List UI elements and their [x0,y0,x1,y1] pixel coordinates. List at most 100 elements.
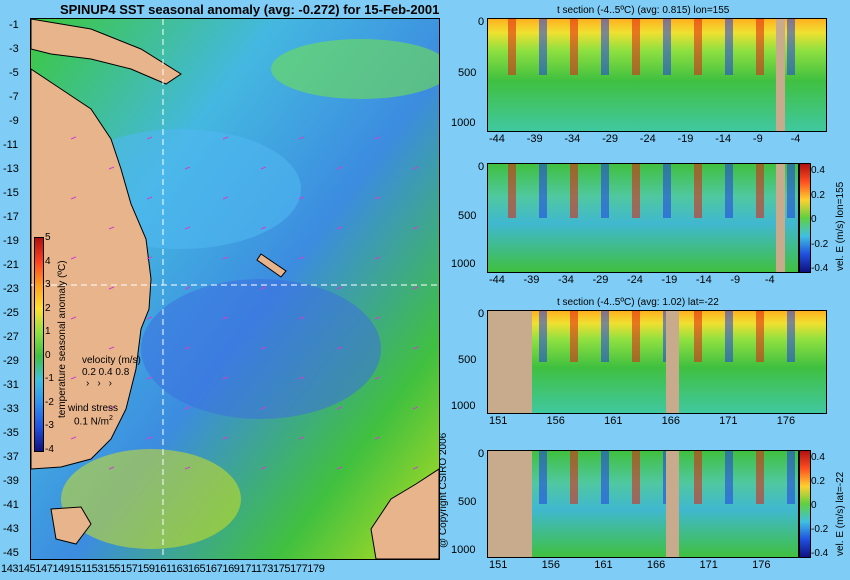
panel-colorbar-tick: 0.4 [811,452,825,463]
velocity-arrow [222,136,229,140]
panel-x-tick: 171 [699,559,718,571]
section-land-mask [488,311,532,413]
panel-x-tick: 151 [489,559,508,571]
velocity-arrow [222,436,229,440]
lat-tick-label: -19 [3,235,19,247]
lat-tick-label: -29 [3,355,19,367]
section-land-mask [666,451,679,557]
velocity-arrow [298,136,305,140]
panel-x-tick: -24 [626,274,643,286]
lat-tick-label: -43 [3,523,19,535]
panel-colorbar-tick: -0.2 [811,524,829,536]
section-land-mask [776,19,785,131]
section-feature [725,311,733,362]
section-feature [756,311,764,362]
section-panel-t-section-lon [487,18,827,132]
panel-x-tick: -19 [661,274,678,286]
velocity-arrow [222,256,229,260]
section-feature [570,451,578,504]
lat-tick-label: -33 [3,403,19,415]
velocity-arrow [298,256,305,260]
map-colorbar-tick: 2 [45,302,51,314]
velocity-arrow [222,196,229,200]
section-feature [570,311,578,362]
velocity-arrow [146,376,153,380]
panel-y-tick: 500 [458,353,477,366]
lat-tick-label: -7 [9,91,19,103]
velocity-arrow [336,226,343,230]
panel-x-tick: 161 [604,415,623,427]
map-colorbar-tick: 4 [45,255,51,267]
velocity-arrow [70,196,77,200]
section-feature [632,164,640,218]
panel-x-tick: -9 [730,274,741,286]
panel-x-tick: 171 [719,415,738,427]
section-feature [694,311,702,362]
velocity-arrow [298,436,305,440]
warm-region [271,39,439,99]
section-feature [663,19,671,75]
velocity-arrow [260,406,267,410]
velocity-arrow [184,286,191,290]
lat-tick-label: -17 [3,211,19,223]
warm-region [61,449,241,549]
panel-y-tick: 0 [478,161,485,173]
velocity-arrow [260,466,267,470]
panel-x-tick: -34 [564,133,581,145]
velocity-arrow [336,346,343,350]
lat-tick-label: -3 [9,43,19,55]
lat-tick-label: -31 [3,379,19,391]
panel-colorbar [799,163,811,273]
velocity-arrow [146,316,153,320]
panel-x-tick: -44 [489,274,505,286]
tasmania-landmass [50,506,92,545]
lat-tick-label: -5 [9,67,19,79]
copyright-text: @ Copyright CSIRO 2006 [438,432,449,548]
panel-y-tick: 500 [458,209,477,222]
velocity-arrow [70,316,77,320]
velocity-arrow [412,406,419,410]
velocity-arrow [336,406,343,410]
panel-x-tick: -4 [764,274,775,286]
lat-tick-label: -13 [3,163,19,175]
panel-colorbar-label: vel. E (m/s) lat=-22 [835,471,846,556]
panel-y-tick: 1000 [451,399,476,412]
section-feature [756,164,764,218]
lat-tick-label: -35 [3,427,19,439]
panel-colorbar-tick: 0.2 [811,189,825,201]
section-land-mask [666,311,679,413]
lat-tick-label: -9 [9,115,19,127]
map-colorbar-tick: 5 [45,232,51,243]
panel-y-tick: 1000 [451,117,476,130]
section-feature [508,164,516,218]
velocity-arrow [374,256,381,260]
section-feature [694,19,702,75]
velocity-vectors [70,136,419,470]
section-panel-vel-e-lon [487,163,799,273]
panel-y-tick: 1000 [451,543,476,556]
map-colorbar-tick: 3 [45,279,51,290]
panel-x-tick: -19 [677,133,694,145]
lat-tick-label: -1 [9,19,19,31]
australia-landmass [31,68,152,470]
section-feature [601,451,609,504]
section-feature [725,451,733,504]
velocity-arrow [260,346,267,350]
lat-tick-label: -41 [3,499,19,511]
velocity-arrow [412,166,419,170]
map-colorbar-tick: -4 [45,443,54,455]
panel-x-tick: 151 [489,415,508,427]
velocity-legend-arrows-icon: ››› [86,378,120,389]
velocity-arrow [374,316,381,320]
section-feature [539,19,547,75]
panel-y-tick: 0 [478,448,485,460]
velocity-arrow [260,166,267,170]
section-feature [601,164,609,218]
section-land-mask [488,451,532,557]
velocity-arrow [412,466,419,470]
chart-title: SPINUP4 SST seasonal anomaly (avg: -0.27… [60,2,440,17]
velocity-arrow [298,196,305,200]
velocity-arrow [184,226,191,230]
wind-stress-label: wind stress [68,403,119,414]
section-feature [787,311,795,362]
